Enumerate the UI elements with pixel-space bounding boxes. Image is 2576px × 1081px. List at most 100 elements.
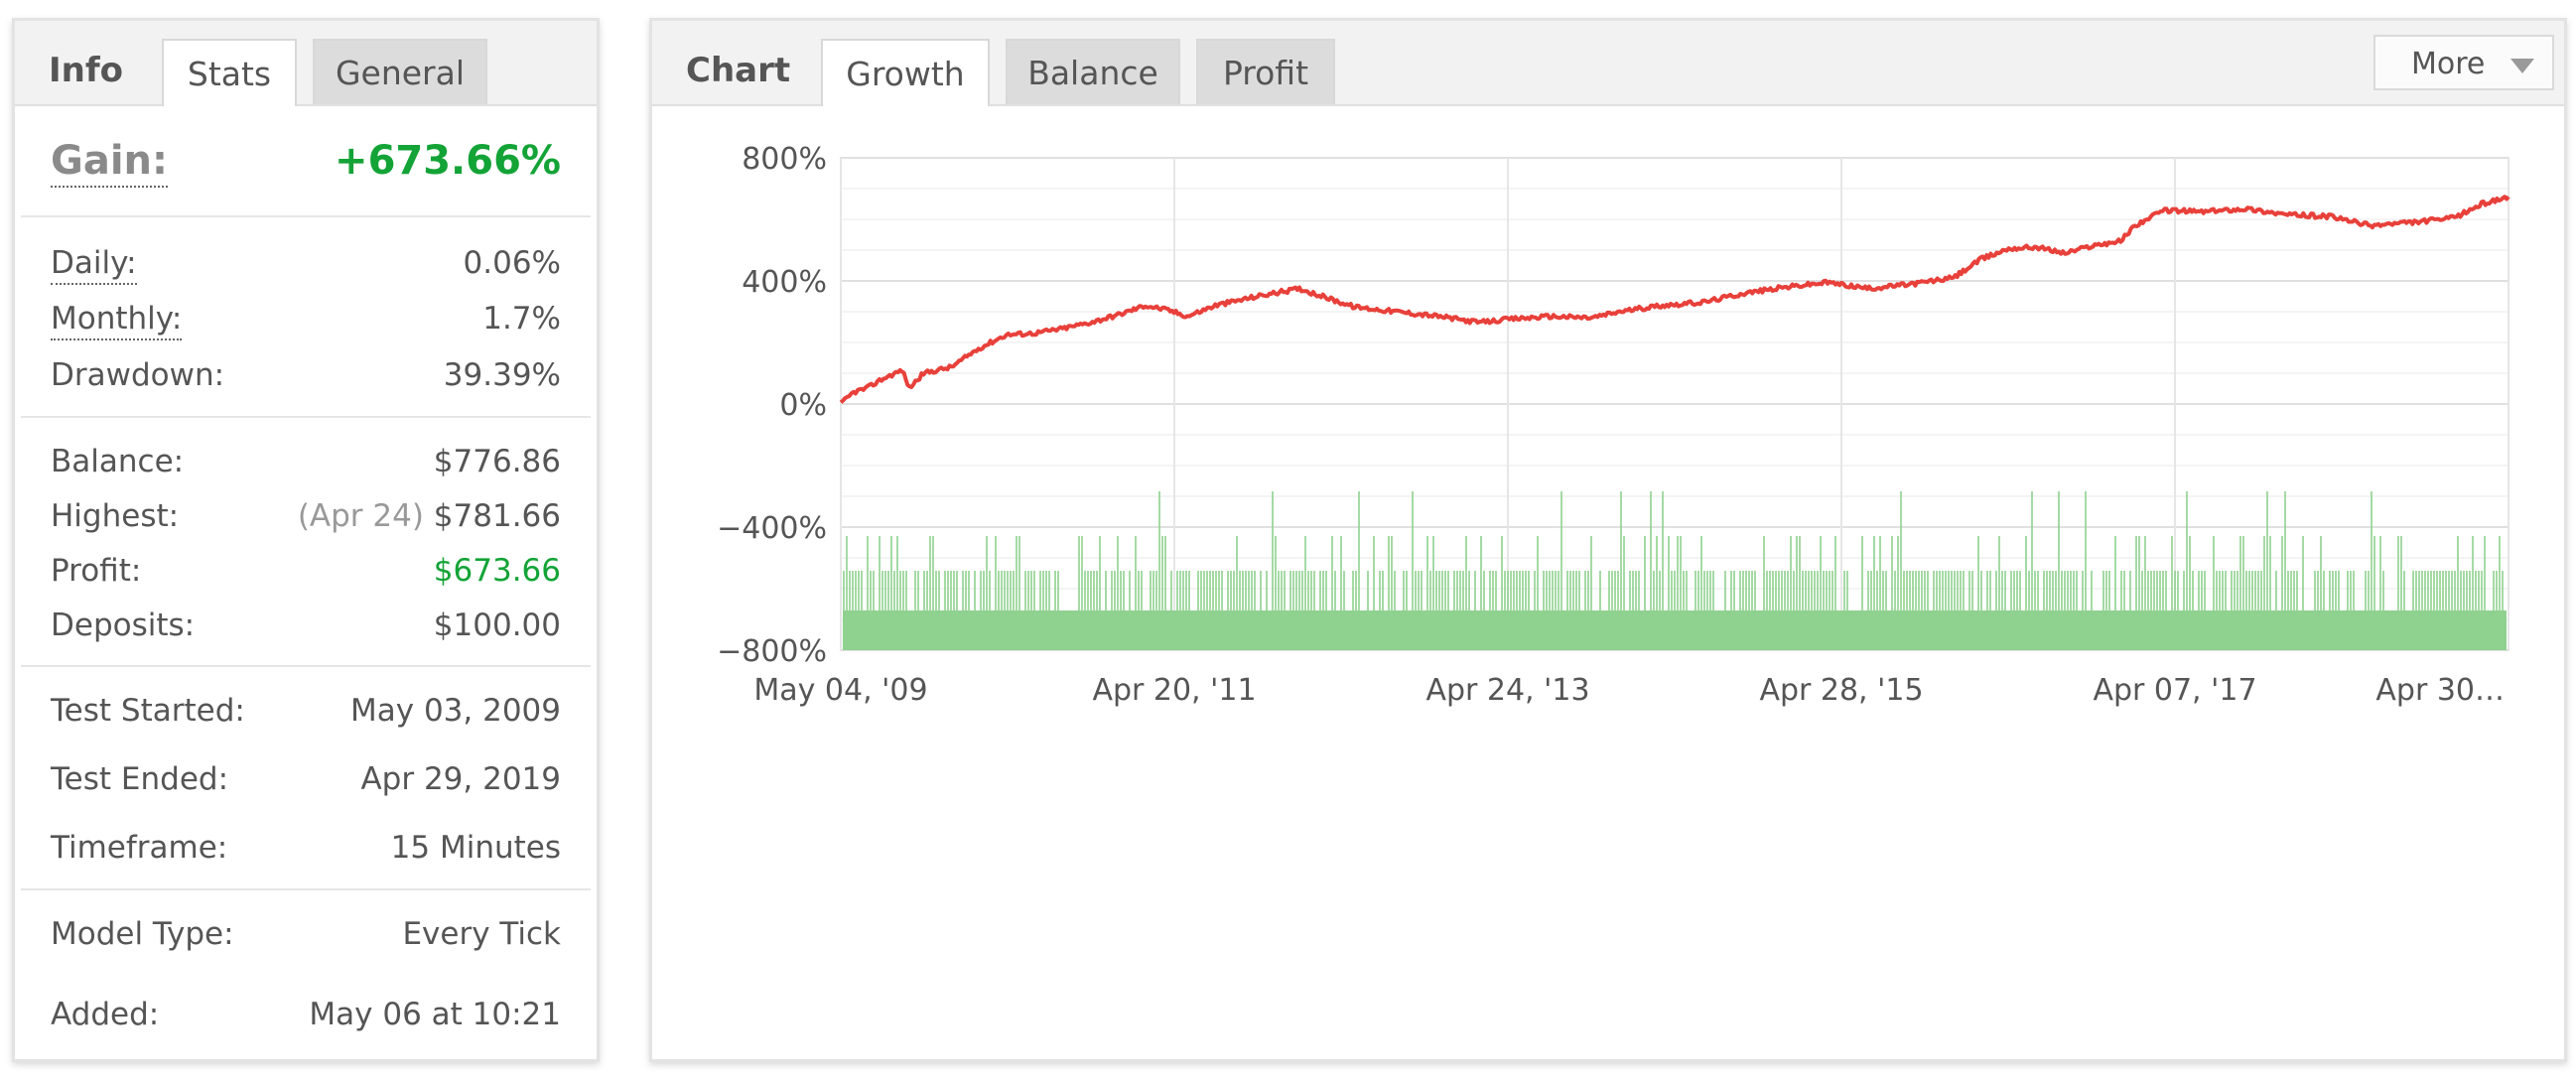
volume-bar xyxy=(1281,571,1283,610)
volume-bar xyxy=(2281,536,2283,610)
volume-bar xyxy=(1016,536,1017,610)
volume-bar xyxy=(2186,491,2188,610)
daily-label[interactable]: Daily: xyxy=(51,245,137,285)
volume-bar xyxy=(1703,571,1705,610)
profit-value: $673.66 xyxy=(433,553,561,589)
volume-bar xyxy=(1013,571,1015,610)
volume-bar xyxy=(1492,571,1494,610)
volume-bar xyxy=(1468,571,1470,610)
volume-bar xyxy=(1745,571,1747,610)
volume-bar xyxy=(1528,571,1530,610)
gain-label[interactable]: Gain: xyxy=(51,138,169,188)
volume-bar xyxy=(1483,571,1485,610)
volume-bar xyxy=(2183,571,2185,610)
volume-bar xyxy=(1662,491,1664,610)
volume-bar xyxy=(1808,571,1810,610)
timeframe-value: 15 Minutes xyxy=(390,830,561,866)
volume-bar xyxy=(1784,571,1786,610)
volume-bar xyxy=(2198,571,2200,610)
volume-bar xyxy=(1295,571,1297,610)
monthly-label[interactable]: Monthly: xyxy=(51,301,183,340)
volume-bar xyxy=(1382,571,1384,610)
volume-bar xyxy=(1650,491,1652,610)
volume-bar xyxy=(1310,571,1312,610)
volume-bar xyxy=(1513,571,1515,610)
volume-bar xyxy=(2049,571,2051,610)
volume-bar xyxy=(2058,491,2060,610)
volume-bar xyxy=(1343,571,1345,610)
volume-bar xyxy=(2239,536,2241,610)
volume-bar xyxy=(1742,571,1744,610)
highest-value-group: (Apr 24) $781.66 xyxy=(298,498,561,534)
daily-value: 0.06% xyxy=(463,245,561,281)
volume-bar xyxy=(2481,571,2483,610)
volume-bar xyxy=(1304,536,1306,610)
volume-bar xyxy=(1179,571,1181,610)
volume-bar xyxy=(2442,571,2444,610)
volume-bar xyxy=(1882,571,1884,610)
more-dropdown[interactable]: More xyxy=(2373,35,2554,90)
volume-bar xyxy=(1459,571,1461,610)
tab-growth[interactable]: Growth xyxy=(821,39,990,106)
volume-bar xyxy=(1245,571,1247,610)
volume-bar xyxy=(1793,571,1795,610)
volume-bar xyxy=(1435,571,1437,610)
volume-bar xyxy=(2382,571,2384,610)
tab-balance[interactable]: Balance xyxy=(1006,39,1180,104)
tab-stats[interactable]: Stats xyxy=(162,39,297,106)
info-panel-title: Info xyxy=(49,51,124,90)
volume-bar xyxy=(1111,571,1113,610)
volume-bar xyxy=(2248,571,2250,610)
volume-bar xyxy=(1846,571,1848,610)
drawdown-label: Drawdown: xyxy=(51,357,225,393)
volume-bar xyxy=(2460,571,2462,610)
volume-bar xyxy=(2254,571,2256,610)
volume-bar xyxy=(2266,491,2268,610)
tab-general[interactable]: General xyxy=(313,39,487,104)
volume-bar xyxy=(1355,571,1357,610)
volume-bar xyxy=(858,571,860,610)
volume-bar xyxy=(1942,571,1944,610)
volume-bar xyxy=(1284,571,1286,610)
volume-bar xyxy=(2257,571,2259,610)
volume-bar xyxy=(2457,536,2459,610)
x-tick-label: Apr 30… xyxy=(2375,673,2505,708)
volume-bar xyxy=(2314,571,2316,610)
volume-bar xyxy=(2347,571,2349,610)
volume-bar xyxy=(2141,571,2143,610)
divider xyxy=(21,888,591,890)
test-ended-label: Test Ended: xyxy=(51,761,229,797)
volume-bar xyxy=(1879,536,1881,610)
y-tick-label: 400% xyxy=(742,265,827,300)
volume-bar xyxy=(1572,571,1574,610)
volume-bar xyxy=(2153,571,2155,610)
volume-bar xyxy=(2424,571,2426,610)
volume-bar xyxy=(2353,571,2355,610)
volume-bar xyxy=(1695,571,1696,610)
volume-bar xyxy=(2237,571,2238,610)
volume-bar xyxy=(1495,571,1497,610)
volume-bar xyxy=(2436,571,2438,610)
volume-bar xyxy=(1724,571,1726,610)
volume-bar xyxy=(1248,571,1250,610)
volume-bar xyxy=(1998,536,2000,610)
volume-bar xyxy=(974,571,976,610)
volume-bar xyxy=(1805,571,1807,610)
volume-bar xyxy=(926,571,928,610)
volume-bar xyxy=(953,571,955,610)
volume-bar xyxy=(1769,571,1771,610)
volume-bar xyxy=(1945,571,1947,610)
volume-bar xyxy=(1611,571,1613,610)
volume-bar xyxy=(1995,571,1997,610)
volume-bar xyxy=(1045,571,1047,610)
volume-bar xyxy=(1203,571,1205,610)
tab-profit[interactable]: Profit xyxy=(1196,39,1335,104)
chart-panel-header: Chart Growth Balance Profit More xyxy=(652,21,2564,106)
volume-bar xyxy=(1292,571,1294,610)
volume-bar xyxy=(2150,571,2152,610)
volume-bar xyxy=(1796,536,1798,610)
volume-bar xyxy=(1802,571,1804,610)
volume-bar xyxy=(2412,571,2414,610)
volume-bar xyxy=(2231,571,2233,610)
x-tick-label: Apr 24, '13 xyxy=(1425,673,1589,708)
